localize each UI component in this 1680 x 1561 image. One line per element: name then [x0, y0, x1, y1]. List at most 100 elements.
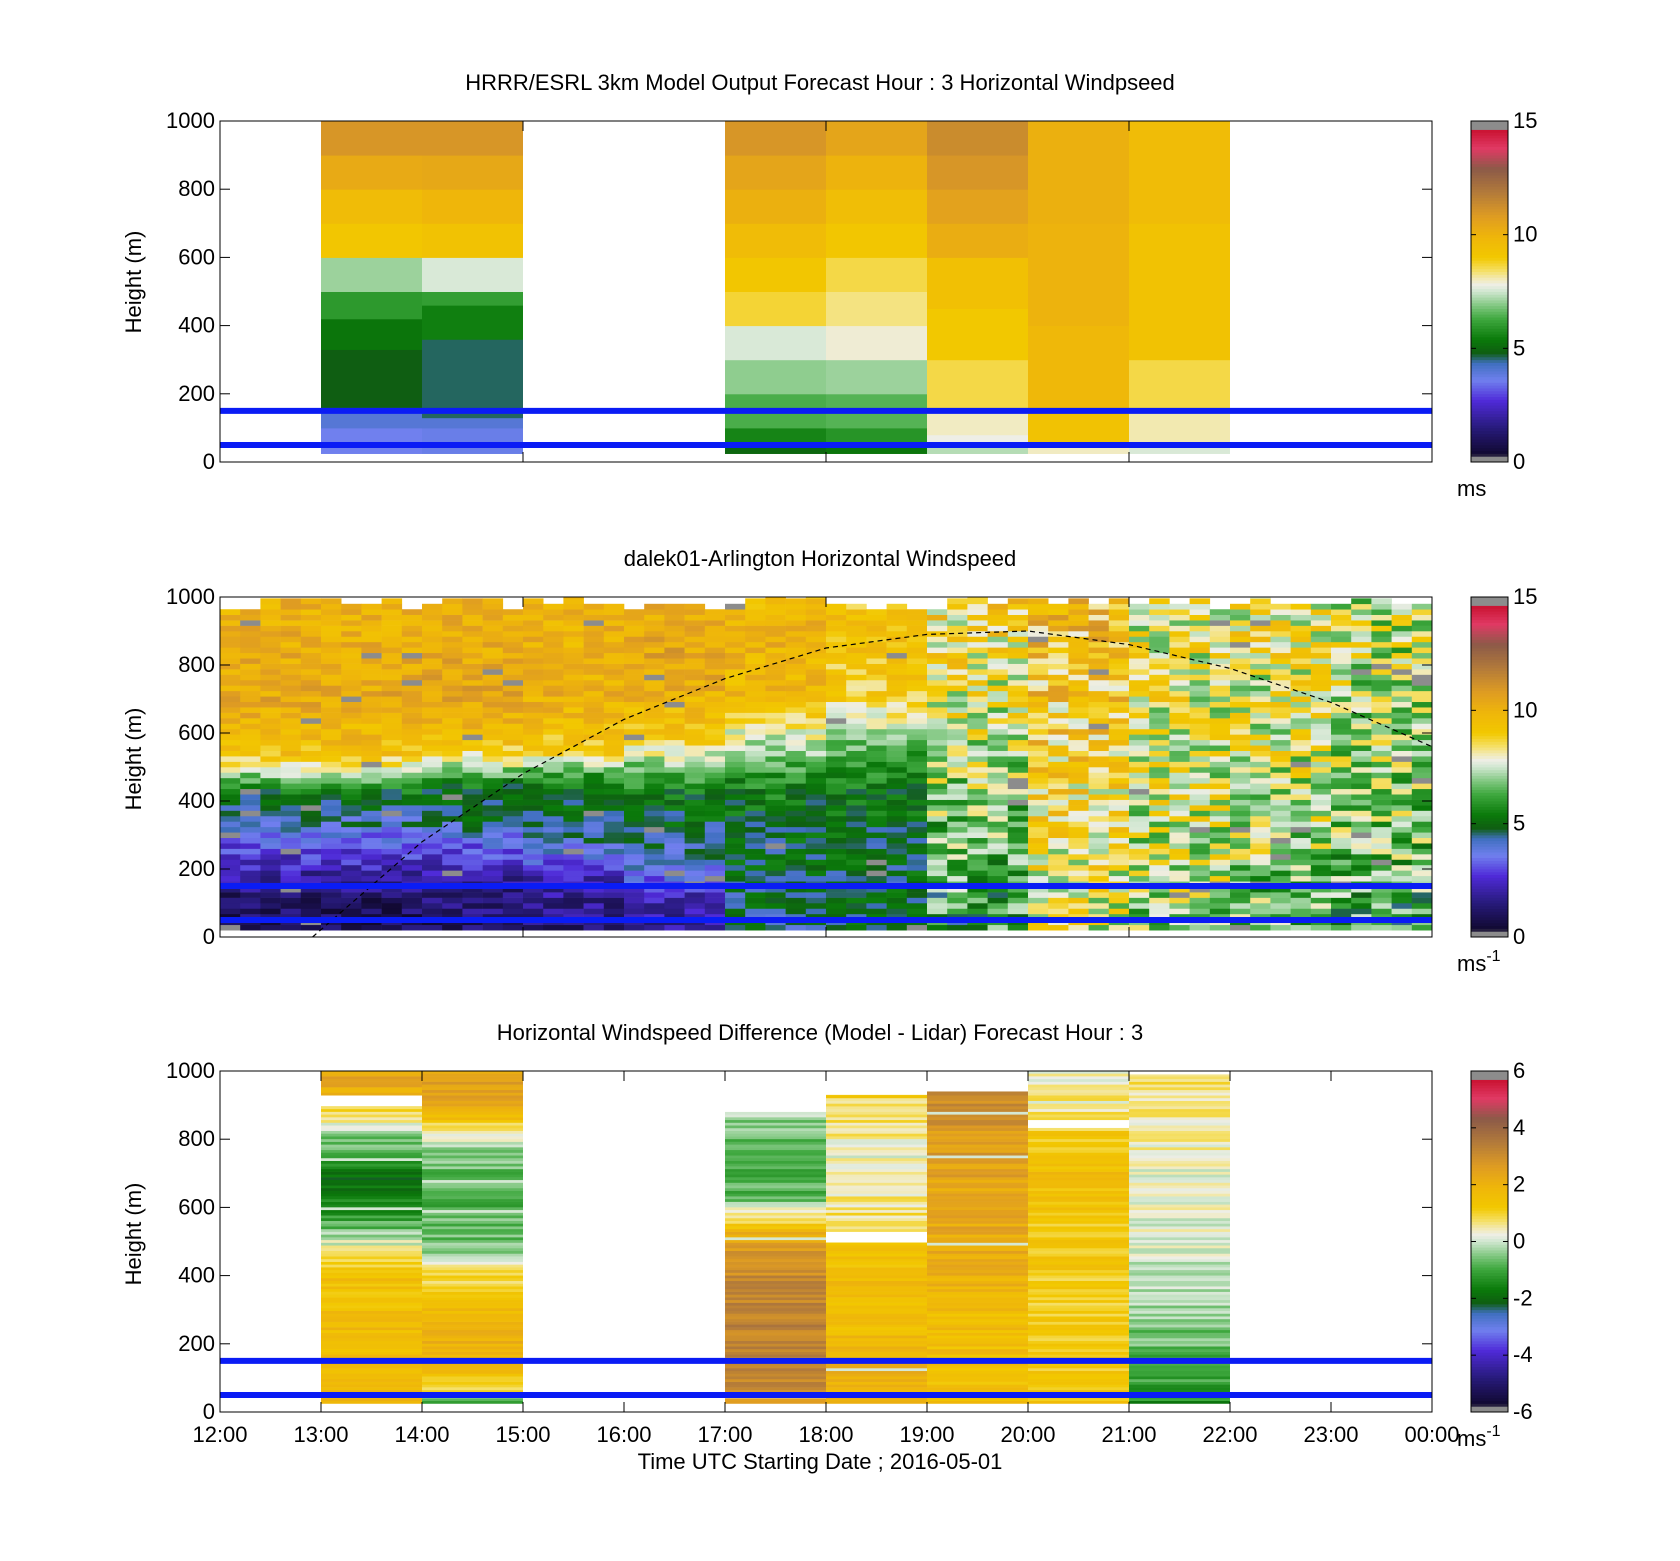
heatmap-cell [967, 701, 988, 708]
x-axis-label: Time UTC Starting Date ; 2016-05-01 [638, 1449, 1003, 1474]
heatmap-cell [1028, 859, 1049, 866]
heatmap-cell [422, 870, 443, 877]
heatmap-cell [462, 631, 483, 637]
heatmap-cell [240, 674, 261, 681]
heatmap-cell [1028, 903, 1049, 909]
heatmap-cell [563, 597, 584, 599]
heatmap-cell [300, 674, 322, 681]
heatmap-cell [482, 718, 504, 724]
heatmap-cell [341, 810, 362, 817]
heatmap-cell [220, 620, 241, 626]
heatmap-cell [1068, 739, 1089, 746]
heatmap-cell [321, 886, 342, 893]
heatmap-cell [1028, 701, 1049, 708]
heatmap-cell [947, 750, 968, 757]
heatmap-cell [725, 325, 826, 361]
heatmap-cell [1391, 647, 1413, 654]
heatmap-cell [300, 777, 322, 784]
heatmap-cell [280, 598, 302, 605]
heatmap-cell [260, 761, 281, 768]
heatmap-cell [987, 696, 1009, 703]
heatmap-cell [1310, 777, 1332, 784]
heatmap-cell [361, 658, 382, 664]
heatmap-cell [664, 810, 685, 817]
heatmap-cell [1250, 658, 1271, 664]
heatmap-cell [401, 788, 423, 795]
heatmap-cell [826, 875, 847, 882]
heatmap-cell [321, 1305, 422, 1309]
heatmap-cell [1270, 620, 1291, 626]
heatmap-cell [765, 734, 786, 741]
heatmap-cell [785, 810, 807, 817]
heatmap-cell [1250, 663, 1271, 670]
heatmap-cell [967, 843, 988, 849]
heatmap-cell [886, 767, 908, 773]
heatmap-cell [886, 739, 908, 746]
heatmap-cell [1250, 696, 1271, 703]
heatmap-cell [321, 291, 422, 320]
heatmap-cell [1351, 625, 1372, 632]
heatmap-cell [826, 1264, 927, 1268]
heatmap-cell [1048, 663, 1069, 670]
heatmap-cell [947, 886, 968, 893]
heatmap-cell [927, 696, 948, 703]
heatmap-cell [1108, 821, 1130, 828]
heatmap-cell [583, 826, 605, 833]
heatmap-cell [1028, 1193, 1129, 1197]
heatmap-cell [1129, 1076, 1230, 1080]
heatmap-cell [1007, 821, 1029, 828]
heatmap-cell [422, 1114, 523, 1118]
heatmap-cell [684, 652, 706, 659]
heatmap-cell [644, 854, 665, 860]
heatmap-cell [240, 739, 261, 746]
heatmap-cell [927, 1204, 1028, 1208]
heatmap-cell [321, 1318, 422, 1322]
heatmap-cell [1028, 728, 1049, 735]
heatmap-cell [765, 674, 786, 681]
heatmap-cell [462, 908, 483, 915]
heatmap-cell [684, 924, 706, 931]
heatmap-cell [300, 815, 322, 822]
heatmap-cell [543, 663, 564, 670]
heatmap-cell [1088, 728, 1110, 735]
heatmap-cell [1169, 832, 1190, 839]
heatmap-cell [502, 799, 524, 806]
heatmap-cell [826, 745, 847, 751]
heatmap-cell [1270, 908, 1291, 915]
heatmap-cell [563, 815, 584, 822]
heatmap-cell [220, 837, 241, 844]
heatmap-cell [947, 674, 968, 681]
heatmap-cell [987, 761, 1009, 768]
heatmap-cell [1068, 924, 1089, 931]
heatmap-cell [1108, 647, 1130, 654]
heatmap-cell [745, 913, 766, 920]
heatmap-cell [341, 886, 362, 893]
heatmap-cell [422, 1155, 523, 1159]
heatmap-cell [1129, 1198, 1230, 1202]
heatmap-cell [1028, 1087, 1129, 1091]
heatmap-cell [927, 1190, 1028, 1194]
heatmap-cell [422, 631, 443, 637]
heatmap-cell [1028, 1362, 1129, 1366]
heatmap-cell [341, 658, 362, 664]
heatmap-cell [1007, 886, 1029, 893]
heatmap-cell [240, 652, 261, 659]
heatmap-cell [684, 783, 706, 790]
heatmap-cell [361, 718, 382, 724]
heatmap-cell [381, 679, 403, 686]
heatmap-cell [1007, 761, 1029, 768]
heatmap-cell [1250, 799, 1271, 806]
heatmap-cell [381, 903, 403, 909]
heatmap-cell [826, 1220, 927, 1224]
heatmap-cell [684, 750, 706, 757]
heatmap-cell [422, 1373, 523, 1377]
heatmap-cell [805, 826, 827, 833]
heatmap-cell [1351, 892, 1372, 898]
heatmap-cell [341, 864, 362, 871]
heatmap-cell [1290, 641, 1312, 648]
heatmap-cell [1209, 756, 1231, 762]
heatmap-cell [785, 696, 807, 703]
heatmap-cell [1250, 609, 1271, 615]
heatmap-cell [745, 631, 766, 637]
heatmap-cell [785, 837, 807, 844]
